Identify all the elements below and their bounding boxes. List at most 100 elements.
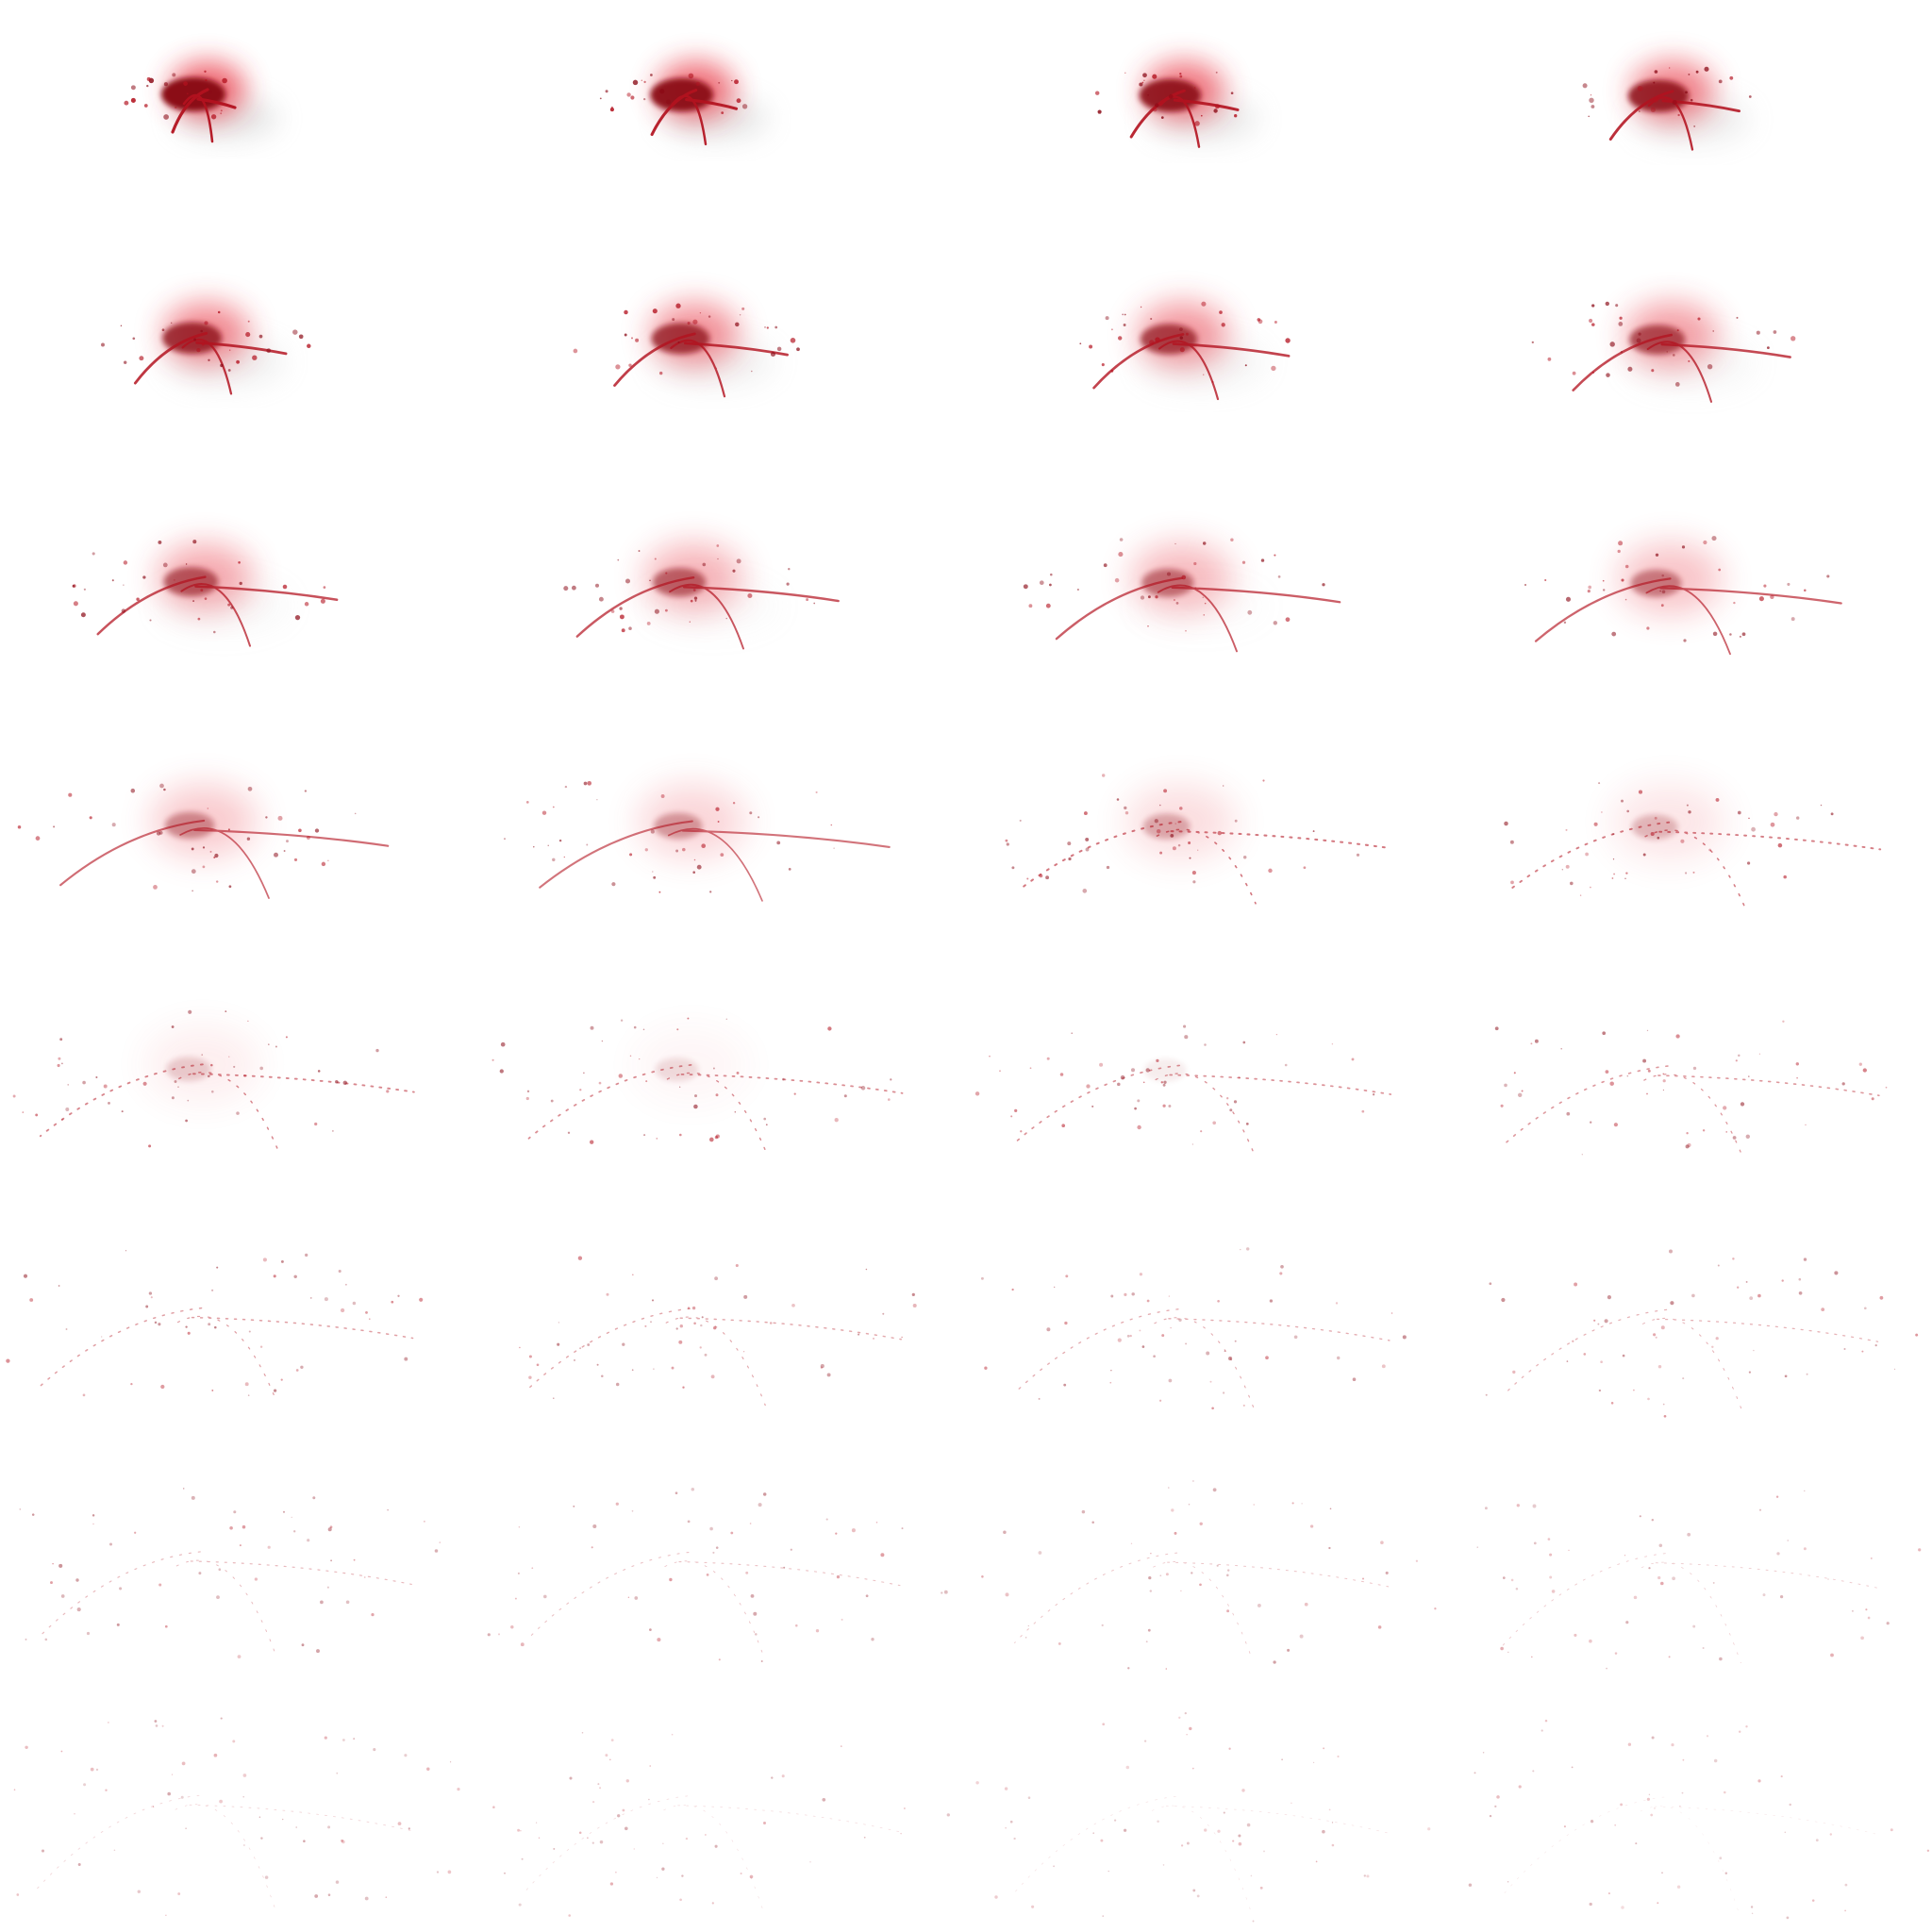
blood-droplet <box>1147 1628 1151 1632</box>
blood-droplet <box>1006 842 1009 846</box>
blood-droplet <box>901 1527 904 1530</box>
streak-left-arc <box>1012 1796 1176 1894</box>
blood-droplet <box>618 1074 624 1078</box>
streak-right-arc <box>1642 1317 1743 1411</box>
blood-droplet <box>1618 322 1624 326</box>
blood-droplet <box>1693 125 1696 127</box>
blood-droplet <box>1157 1820 1159 1823</box>
blood-droplet <box>553 1397 555 1399</box>
streak-right <box>1661 99 1741 113</box>
streak-right-arc <box>1641 1561 1741 1664</box>
streak-right <box>1656 1318 1879 1342</box>
blood-droplet <box>650 1321 652 1324</box>
blood-droplet <box>1607 1295 1611 1300</box>
blood-droplet <box>706 1574 709 1576</box>
blood-droplet <box>1655 553 1659 557</box>
blood-droplet <box>447 1870 452 1874</box>
blood-droplet <box>1238 1076 1241 1079</box>
blood-droplet <box>1171 1508 1174 1512</box>
blood-droplet <box>1165 1573 1169 1576</box>
blood-droplet <box>766 326 769 329</box>
blood-droplet <box>1682 1758 1685 1761</box>
blood-droplet <box>1123 1828 1127 1832</box>
blood-droplet <box>242 1774 247 1777</box>
blood-droplet <box>307 343 311 349</box>
blood-droplet <box>1108 1870 1109 1873</box>
streak-right-arc <box>176 1315 278 1404</box>
blood-droplet <box>696 864 702 870</box>
blood-droplet <box>1174 1531 1177 1535</box>
blood-droplet <box>1482 1752 1485 1754</box>
blood-droplet <box>630 95 635 100</box>
blood-droplet <box>1082 889 1088 893</box>
blood-droplet <box>174 579 175 581</box>
streak-right-arc <box>1153 1561 1254 1661</box>
blood-droplet <box>16 1893 20 1896</box>
blood-droplet <box>741 104 748 109</box>
blood-droplet <box>1549 1575 1553 1579</box>
blood-core <box>1631 814 1678 840</box>
streak-right-arc <box>1157 584 1238 653</box>
splatter-frame-10 <box>563 543 840 650</box>
blood-droplet <box>1039 874 1043 878</box>
blood-droplet <box>1589 318 1593 324</box>
blood-droplet <box>1019 819 1022 822</box>
blood-droplet <box>291 1516 292 1519</box>
blood-droplet <box>1139 1329 1141 1332</box>
blood-droplet <box>712 1067 715 1070</box>
blood-droplet <box>1565 864 1570 869</box>
blood-droplet <box>293 1530 296 1533</box>
blood-droplet <box>717 821 720 823</box>
blood-droplet <box>314 1122 318 1126</box>
blood-droplet <box>941 1591 943 1594</box>
blood-droplet <box>1870 1557 1873 1559</box>
blood-droplet <box>701 843 707 849</box>
blood-droplet <box>734 1110 737 1113</box>
blood-droplet <box>1216 1564 1219 1567</box>
blood-droplet <box>751 370 753 373</box>
blood-droplet <box>1092 1832 1094 1834</box>
blood-droplet <box>1331 1843 1335 1847</box>
blood-droplet <box>736 1071 740 1074</box>
blood-droplet <box>631 1369 634 1372</box>
blood-droplet <box>629 1055 632 1058</box>
blood-droplet <box>1257 1603 1261 1607</box>
blood-droplet <box>267 1545 271 1549</box>
blood-droplet <box>1328 1546 1331 1550</box>
streak-left-arc <box>133 331 208 385</box>
blood-droplet <box>1729 633 1732 636</box>
blood-droplet <box>793 1092 796 1095</box>
blood-droplet <box>1758 596 1764 602</box>
blood-droplet <box>1611 631 1617 637</box>
blood-droplet <box>691 1487 695 1491</box>
blood-droplet <box>569 1776 573 1780</box>
blood-droplet <box>1680 839 1685 843</box>
blood-droplet <box>338 1269 341 1274</box>
blood-droplet <box>536 1363 540 1367</box>
blood-droplet <box>1796 1076 1798 1079</box>
streak-group <box>1505 1065 1880 1159</box>
streak-left-arc <box>539 820 693 889</box>
blood-droplet <box>1512 1370 1516 1374</box>
blood-droplet <box>125 1250 127 1252</box>
blood-droplet <box>148 1291 153 1295</box>
blood-droplet <box>1827 1578 1829 1580</box>
blood-droplet <box>1690 98 1693 102</box>
blood-droplet <box>1679 1806 1681 1807</box>
blood-droplet <box>1217 1299 1220 1303</box>
streak-group <box>1015 1308 1391 1408</box>
blood-droplet <box>669 1577 673 1582</box>
blood-droplet <box>1224 1350 1226 1353</box>
blood-droplet <box>504 1872 506 1874</box>
blood-droplet <box>1601 811 1603 813</box>
blood-droplet <box>715 1093 719 1097</box>
blood-droplet <box>217 310 221 314</box>
streak-group <box>1503 1308 1879 1411</box>
blood-droplet <box>434 1549 439 1553</box>
blood-droplet <box>1279 1272 1283 1275</box>
blood-droplet <box>1820 804 1823 807</box>
blood-droplet <box>247 786 253 791</box>
streak-group <box>575 576 840 650</box>
blood-droplet <box>519 1346 521 1349</box>
